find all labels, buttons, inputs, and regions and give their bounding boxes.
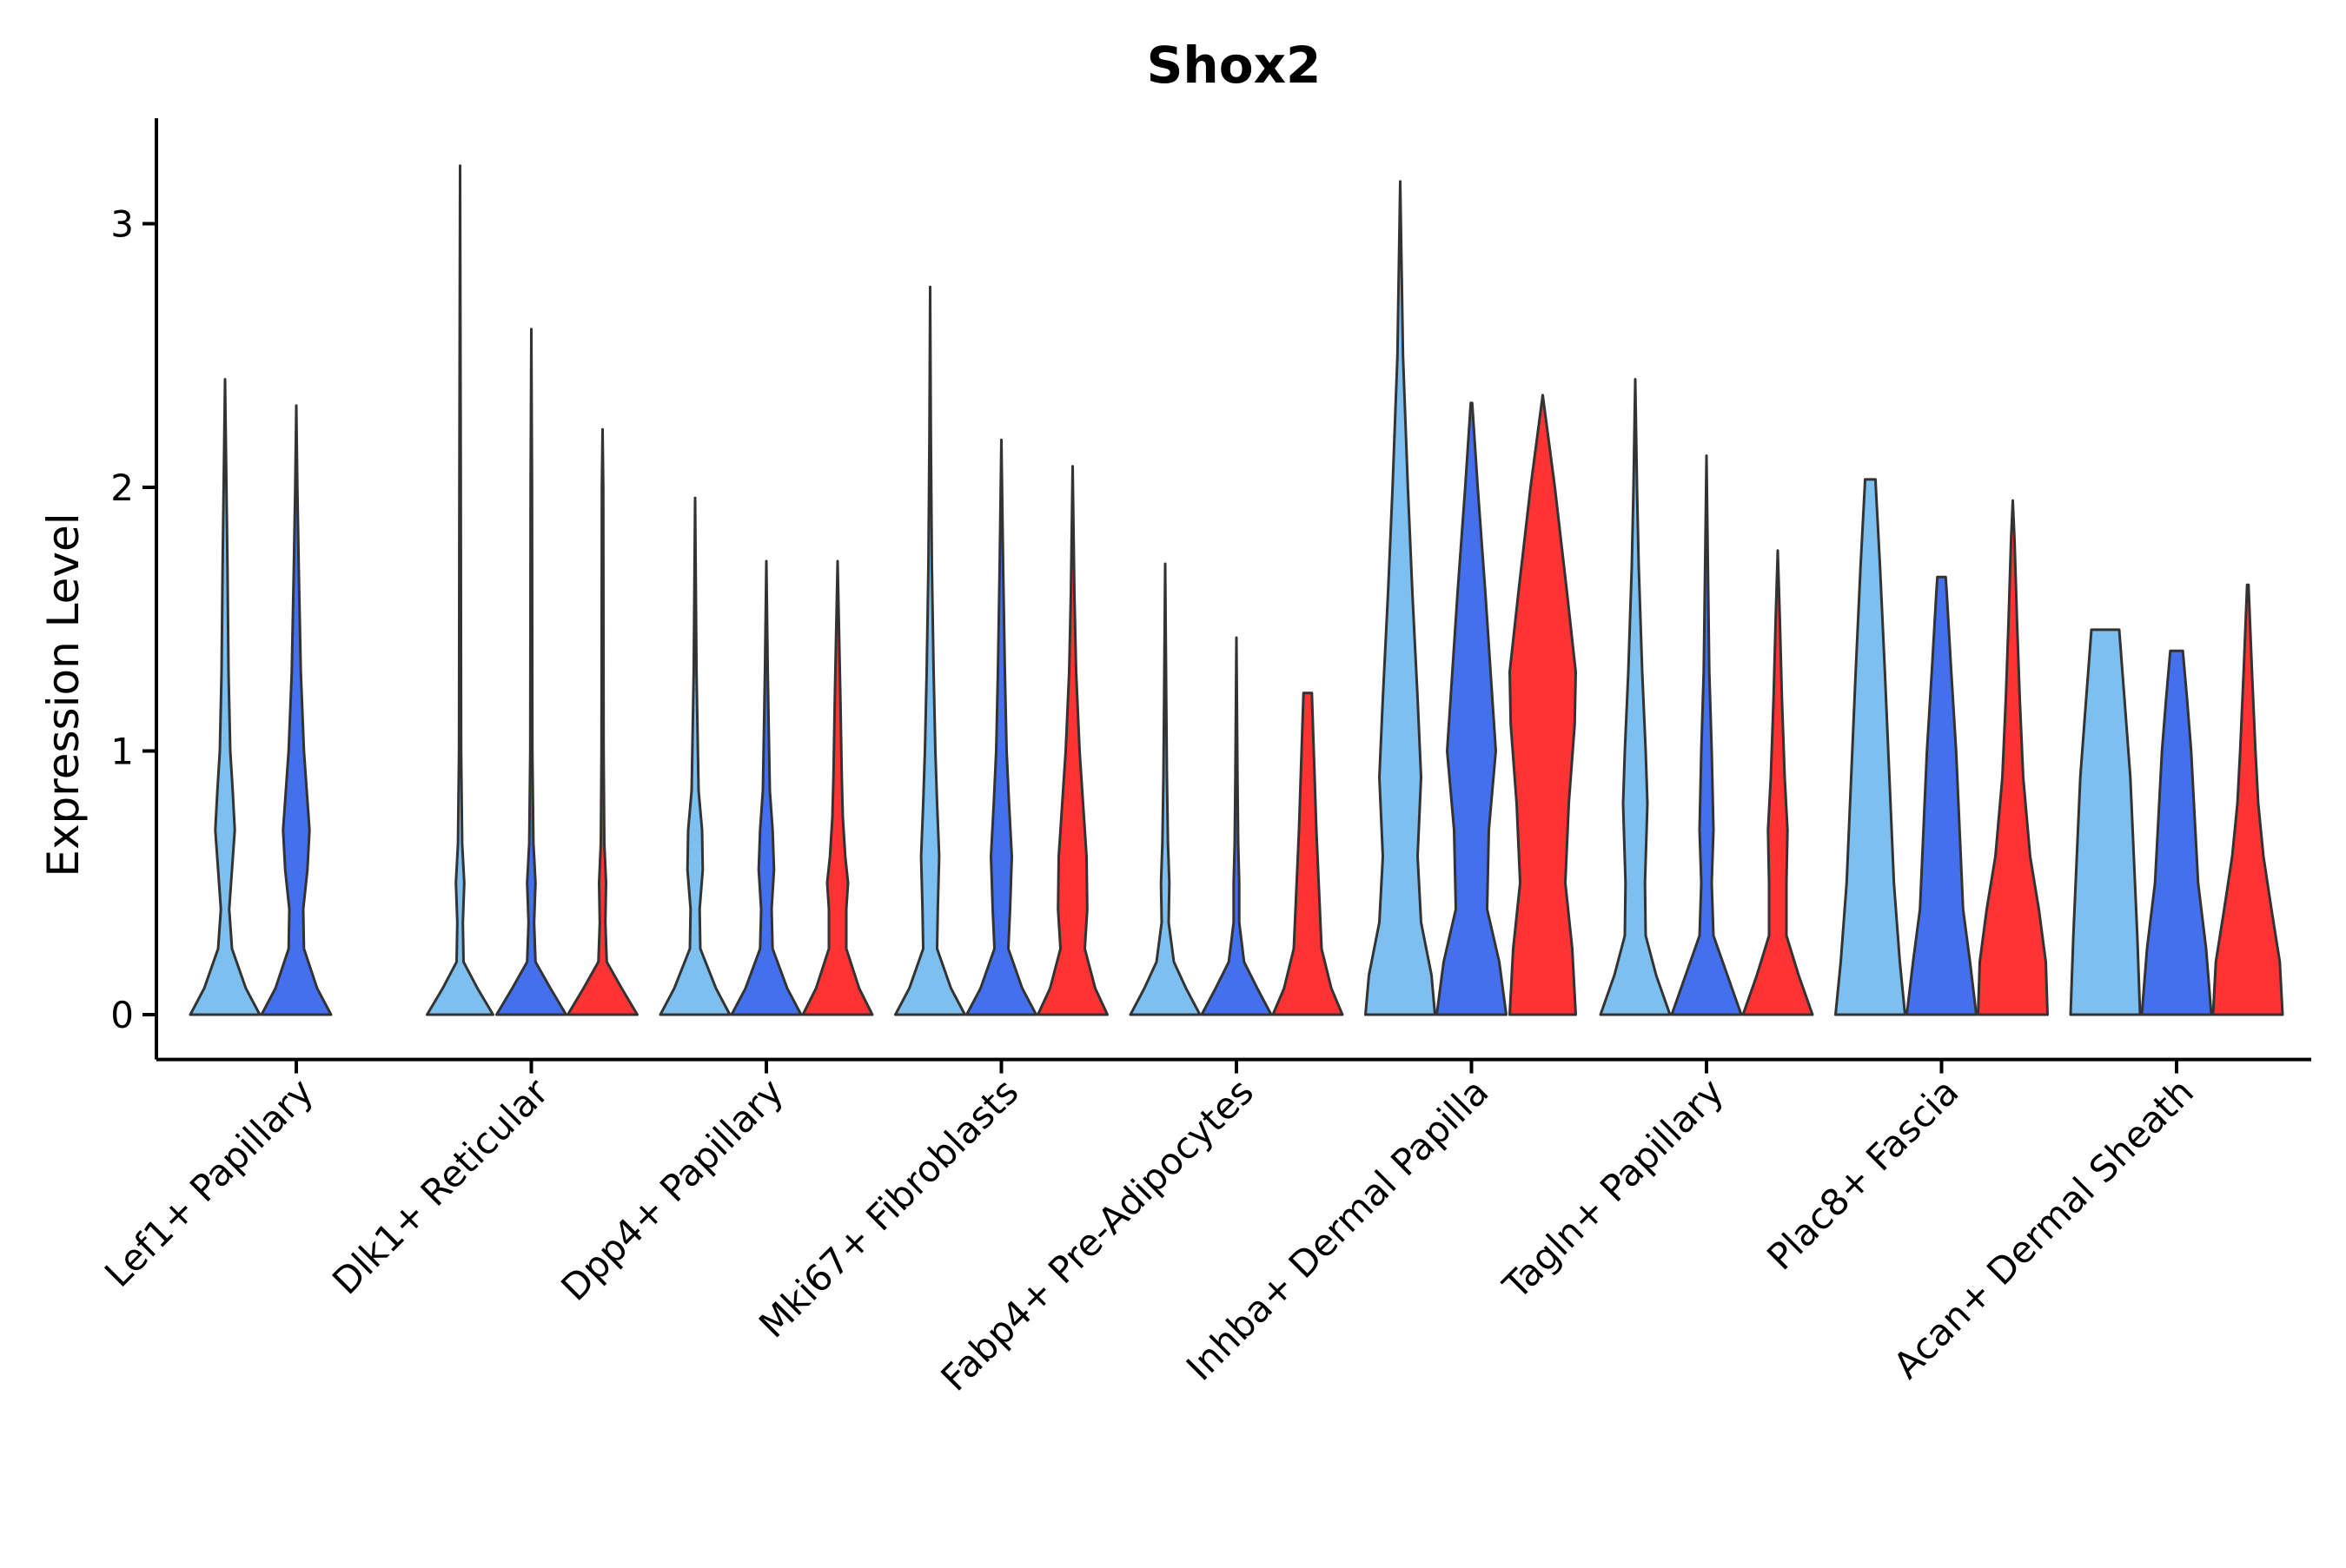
violin-7-group2 xyxy=(1905,575,1978,1016)
violin-2-group1 xyxy=(659,496,732,1016)
violin-6-group2 xyxy=(1670,454,1743,1016)
violin-2-group3 xyxy=(801,559,874,1016)
violin-2-group2 xyxy=(730,559,803,1016)
violin-4-group3 xyxy=(1271,691,1344,1016)
violin-1-group3 xyxy=(567,427,639,1016)
y-tick-label-0: 0 xyxy=(110,994,134,1036)
violin-8-group3 xyxy=(2211,583,2284,1016)
violin-5-group1 xyxy=(1364,180,1436,1016)
violin-8-group2 xyxy=(2140,649,2213,1016)
violin-7-group3 xyxy=(1977,499,2049,1016)
x-tick-label-2: Dpp4+ Papillary xyxy=(553,1070,792,1309)
chart-title: Shox2 xyxy=(1147,36,1322,95)
violin-8-group1 xyxy=(2069,628,2142,1016)
x-tick-label-6: Tagln+ Papillary xyxy=(1494,1070,1732,1307)
violin-1-group2 xyxy=(495,327,567,1016)
violin-3-group2 xyxy=(965,438,1037,1016)
violin-1-group1 xyxy=(426,164,494,1016)
violin-6-group3 xyxy=(1741,549,1814,1016)
x-tick-label-0: Lef1+ Papillary xyxy=(96,1070,321,1295)
axes-layer: 0 1 2 3 Lef1+ Papillary Dlk1+ ReticularDpp4+ … xyxy=(96,118,2311,1399)
violin-3-group3 xyxy=(1037,465,1109,1016)
x-tick-label-7: Plac8+ Fascia xyxy=(1759,1070,1966,1278)
x-tick-label-3: Mki67+ Fibroblasts xyxy=(751,1070,1026,1346)
y-tick-label-2: 2 xyxy=(110,466,134,509)
violins-layer xyxy=(189,164,2284,1016)
violin-0-group2 xyxy=(260,404,333,1016)
violin-6-group1 xyxy=(1599,378,1672,1016)
violin-4-group1 xyxy=(1129,562,1202,1016)
violin-5-group2 xyxy=(1435,401,1508,1016)
y-axis-label: Expression Level xyxy=(38,513,89,877)
x-tick-label-1: Dlk1+ Reticular xyxy=(324,1070,557,1303)
violin-3-group1 xyxy=(894,285,966,1016)
violin-4-group2 xyxy=(1200,636,1273,1016)
y-tick-label-3: 3 xyxy=(110,203,134,246)
y-tick-label-1: 1 xyxy=(110,731,134,773)
violin-0-group1 xyxy=(189,378,262,1016)
violin-7-group1 xyxy=(1834,478,1906,1016)
violin-5-group3 xyxy=(1508,394,1577,1016)
